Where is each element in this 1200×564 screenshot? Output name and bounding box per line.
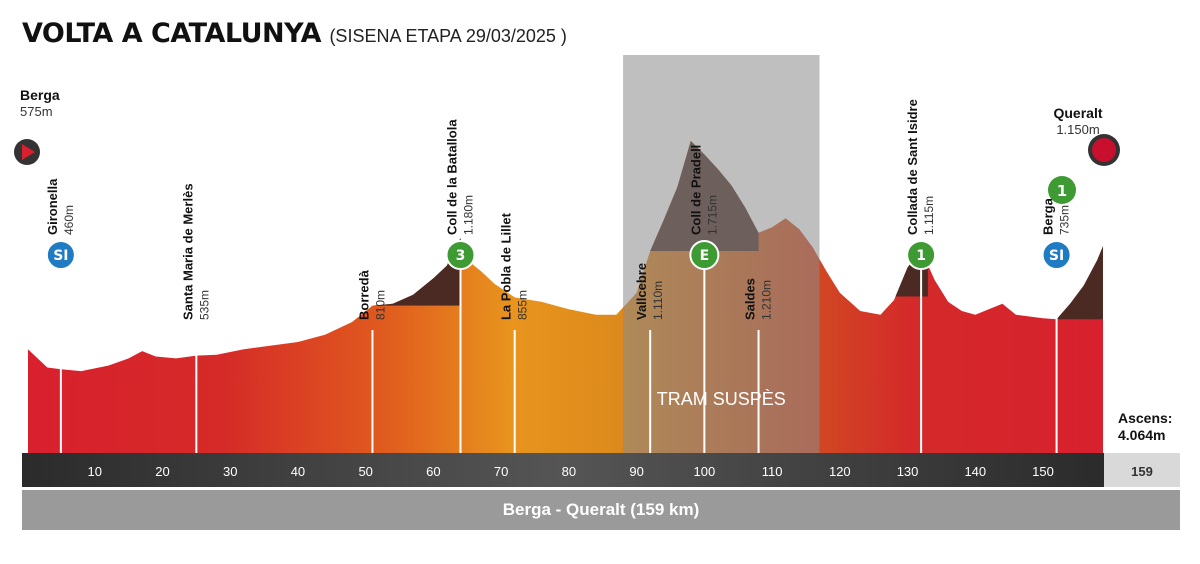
x-end-label: 159 [1131,464,1153,479]
point-altitude: 1.715m [705,195,719,235]
profile-point-11: SI Berga 735m [1041,197,1072,453]
profile-point-9: Saldes 1.210m [743,278,774,453]
climb-badge-label: 1 [1057,182,1067,200]
point-altitude: 535m [197,290,211,320]
x-tick-label: 20 [155,464,169,479]
x-tick-label: 130 [897,464,919,479]
title-main: VOLTA A CATALUNYA [22,18,321,49]
point-altitude: 810m [373,290,387,320]
point-name: Queralt [1053,105,1102,121]
axis-end-box [1104,453,1180,487]
point-altitude: 575m [20,104,53,119]
axis-bar [22,453,1104,487]
badge-label: 1 [916,248,926,264]
point-name: Coll de Pradell [688,145,703,235]
x-tick-label: 10 [88,464,102,479]
x-tick-label: 150 [1032,464,1054,479]
x-tick-label: 40 [291,464,305,479]
climb-badge-icon [689,240,720,270]
start-flag-icon [22,144,35,160]
x-tick-label: 80 [562,464,576,479]
point-name: Borredà [356,269,371,320]
point-name: Berga [1041,197,1056,235]
point-name: La Pobla de Lillet [499,212,514,320]
x-tick-label: 50 [358,464,372,479]
point-altitude: 735m [1058,205,1072,235]
ascent-label: Ascens: [1118,410,1173,426]
profile-point-3: Santa Maria de Merlès 535m [180,183,211,453]
point-altitude: 1.150m [1056,122,1099,137]
point-name: Coll de la Batallola [445,119,460,235]
point-altitude: 460m [62,205,76,235]
point-altitude: 1.180m [462,195,476,235]
point-name: Berga [20,87,60,103]
climb-badge-icon [445,240,476,270]
x-tick-label: 90 [629,464,643,479]
neutral-zone-box [623,55,820,453]
x-tick-label: 140 [964,464,986,479]
profile-point-5: 3 Coll de la Batallola 1.180m [445,119,476,453]
badge-label: SI [53,248,68,264]
total-ascent: Ascens: 4.064m [1118,410,1172,444]
point-altitude: 1.110m [651,281,665,320]
point-name: Collada de Sant Isidre [905,99,920,235]
sprint-badge-icon [45,240,76,270]
point-altitude: 1.115m [922,196,936,235]
point-name: Gironella [45,178,60,235]
point-altitude: 855m [516,290,530,320]
sprint-badge-icon [1041,240,1072,270]
title-subtitle: (SISENA ETAPA 29/03/2025 ) [329,26,567,46]
point-name: Saldes [743,278,758,320]
route-footer-bar: Berga - Queralt (159 km) [22,490,1180,530]
profile-point-6: La Pobla de Lillet 855m [499,212,530,453]
badge-label: E [700,248,710,264]
x-tick-label: 110 [762,464,783,479]
profile-point-2: SI Gironella 460m [45,178,76,453]
profile-point-8: E Coll de Pradell 1.715m [688,145,720,453]
climb-badge-icon [1048,176,1076,204]
x-tick-label: 70 [494,464,508,479]
badge-label: SI [1049,248,1064,264]
point-name: Vallcebre [634,263,649,320]
x-tick-label: 120 [829,464,851,479]
x-tick-label: 30 [223,464,237,479]
x-tick-label: 100 [694,464,716,479]
chart-title: VOLTA A CATALUNYA (SISENA ETAPA 29/03/20… [22,18,567,49]
neutral-zone: TRAM SUSPÈS [623,55,820,453]
neutral-zone-label: TRAM SUSPÈS [657,389,786,409]
point-altitude: 1.210m [760,280,774,320]
profile-point-7: Vallcebre 1.110m [634,263,665,453]
ascent-value: 4.064m [1118,427,1166,443]
profile-point-4: Borredà 810m [356,269,387,453]
point-name: Santa Maria de Merlès [180,183,195,320]
distance-axis: 10 20 30 40 50 60 70 80 90 100 110 120 130 140 150 159 [22,453,1180,487]
elevation-area [27,140,1104,453]
climb-badge-icon [906,240,937,270]
finish-flag-icon [1092,138,1116,162]
x-tick-label: 60 [426,464,440,479]
badge-label: 3 [456,248,466,264]
route-label: Berga - Queralt (159 km) [502,500,700,519]
profile-point-10: 1 Collada de Sant Isidre 1.115m [905,99,937,453]
